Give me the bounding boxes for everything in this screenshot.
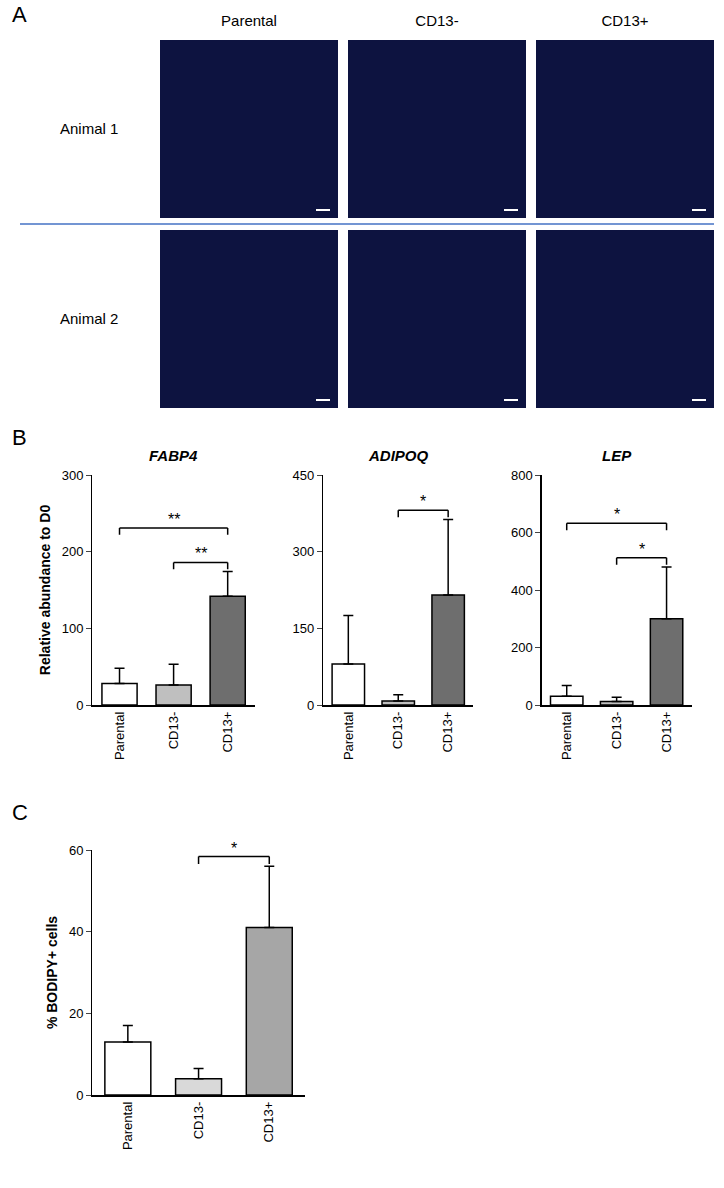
svg-text:200: 200 <box>62 544 84 559</box>
svg-text:800: 800 <box>511 468 533 483</box>
svg-text:300: 300 <box>293 544 315 559</box>
svg-text:CD13+: CD13+ <box>659 712 674 753</box>
html-text:C: C <box>12 800 28 825</box>
svg-text:**: ** <box>168 511 180 528</box>
html-text:B: B <box>12 425 27 450</box>
svg-text:Relative abundance to D0: Relative abundance to D0 <box>37 505 53 676</box>
svg-text:0: 0 <box>525 698 532 713</box>
svg-text:*: * <box>420 493 426 510</box>
svg-text:CD13-: CD13- <box>390 712 405 750</box>
svg-text:20: 20 <box>69 1006 83 1021</box>
svg-text:150: 150 <box>293 621 315 636</box>
svg-text:40: 40 <box>69 924 83 939</box>
svg-text:Parental: Parental <box>559 712 574 761</box>
svg-text:**: ** <box>195 545 207 562</box>
svg-text:100: 100 <box>62 621 84 636</box>
svg-text:LEP: LEP <box>602 447 632 464</box>
svg-text:Parental: Parental <box>120 1102 135 1151</box>
svg-text:Animal 1: Animal 1 <box>60 120 118 137</box>
svg-text:0: 0 <box>76 698 83 713</box>
svg-text:450: 450 <box>293 468 315 483</box>
svg-text:0: 0 <box>307 698 314 713</box>
svg-text:*: * <box>639 541 645 558</box>
svg-text:Animal 2: Animal 2 <box>60 310 118 327</box>
svg-text:CD13-: CD13- <box>609 712 624 750</box>
svg-text:ADIPOQ: ADIPOQ <box>368 447 429 464</box>
svg-text:FABP4: FABP4 <box>149 447 198 464</box>
svg-text:0: 0 <box>76 1088 83 1103</box>
svg-text:*: * <box>614 506 620 523</box>
svg-text:400: 400 <box>511 583 533 598</box>
svg-text:Parental: Parental <box>112 712 127 761</box>
svg-text:Parental: Parental <box>221 12 277 29</box>
svg-text:% BODIPY+ cells: % BODIPY+ cells <box>44 916 60 1029</box>
svg-text:CD13-: CD13- <box>166 712 181 750</box>
svg-text:Parental: Parental <box>341 712 356 761</box>
svg-text:CD13-: CD13- <box>191 1102 206 1140</box>
svg-text:CD13+: CD13+ <box>601 12 648 29</box>
svg-text:*: * <box>231 840 237 857</box>
svg-text:CD13-: CD13- <box>415 12 458 29</box>
svg-text:CD13+: CD13+ <box>440 712 455 753</box>
svg-text:200: 200 <box>511 640 533 655</box>
svg-text:300: 300 <box>62 468 84 483</box>
svg-text:CD13+: CD13+ <box>220 712 235 753</box>
svg-text:60: 60 <box>69 843 83 858</box>
svg-text:CD13+: CD13+ <box>262 1102 277 1143</box>
html-text:A: A <box>12 2 27 27</box>
svg-text:600: 600 <box>511 525 533 540</box>
